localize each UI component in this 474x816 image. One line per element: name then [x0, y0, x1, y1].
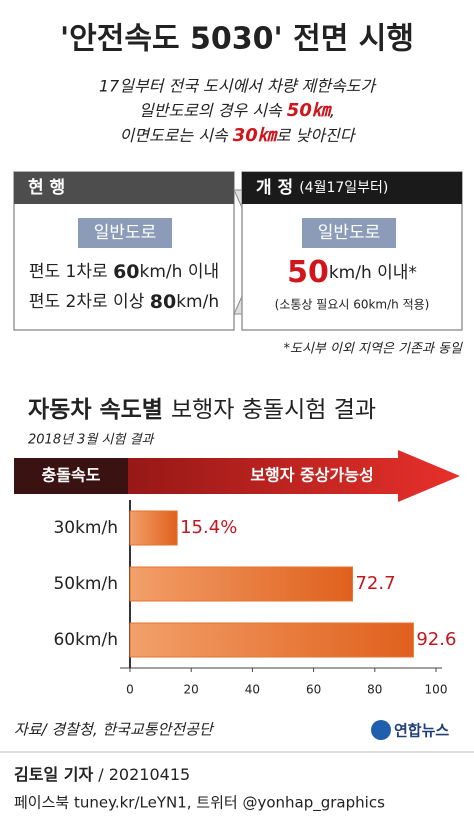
logo-mark	[371, 720, 391, 740]
reporter: 김토일 기자	[14, 765, 93, 784]
chart-title: 자동차 속도별 보행자 충돌시험 결과	[28, 397, 376, 423]
current-heading: 현 행	[28, 178, 65, 198]
intro-highlight: 30㎞	[233, 125, 279, 146]
chart-title-text: 보행자 충돌시험 결과	[171, 397, 376, 423]
x-tick-label: 0	[126, 683, 134, 697]
rule-text: 편도 1차로	[29, 262, 113, 282]
category-header: 충돌속도	[42, 466, 101, 485]
source: 자료/ 경찰청, 한국교통안전공단	[14, 721, 215, 739]
road-label: 일반도로	[94, 223, 157, 243]
rule: 편도 2차로 이상 80km/h	[29, 291, 219, 313]
chart-title-bold: 자동차 속도별	[28, 397, 163, 423]
category-header-bg	[14, 458, 128, 494]
y-tick-label: 60km/h	[53, 630, 118, 650]
revised-speed: 50	[287, 255, 329, 290]
current-header-bg	[14, 172, 234, 204]
intro-highlight: 50㎞	[287, 100, 333, 121]
intro-text: 일반도로의 경우 시속	[139, 101, 287, 120]
rule-speed: 80	[150, 291, 176, 313]
road-label-bg	[78, 218, 172, 248]
x-tick-label: 60	[306, 683, 321, 697]
bar	[129, 622, 414, 658]
sns: 페이스북 tuney.kr/LeYN1, 트위터 @yonhap_graphic…	[14, 794, 385, 813]
rule: 편도 1차로 60km/h 이내	[29, 261, 219, 283]
revised-header-bg	[242, 172, 462, 204]
byline: 김토일 기자 / 20210415	[14, 765, 190, 784]
value-header: 보행자 중상가능성	[250, 466, 373, 485]
intro-text: 이면도로는 시속	[120, 126, 233, 145]
intro-text: 로 낮아진다	[276, 126, 357, 145]
revised-exception: (소통상 필요시 60km/h 적용)	[275, 298, 430, 312]
x-tick-label: 80	[367, 683, 382, 697]
y-tick-label: 50km/h	[53, 574, 118, 594]
x-tick-label: 40	[245, 683, 260, 697]
title: '안전속도 5030' 전면 시행	[60, 22, 414, 57]
intro: 이면도로는 시속 30㎞로 낮아진다	[120, 125, 357, 146]
rule-text: km/h 이내	[140, 262, 220, 282]
road-label-bg	[302, 218, 396, 248]
note: *도시부 이외 지역은 기존과 동일	[283, 342, 463, 357]
road-label: 일반도로	[318, 223, 381, 243]
value-label: 92.6	[416, 629, 456, 650]
rule-speed: 60	[113, 261, 139, 283]
rule-text: km/h	[176, 292, 219, 312]
x-tick-label: 100	[425, 683, 448, 697]
value-label: 15.4%	[180, 517, 237, 538]
revised-limit-text: km/h 이내*	[329, 263, 417, 283]
revised-limit: 50km/h 이내*	[287, 255, 417, 290]
rule-text: 편도 2차로 이상	[29, 292, 150, 312]
value-label: 72.7	[355, 573, 395, 594]
bar	[129, 566, 353, 602]
bar	[129, 510, 178, 546]
revised-date: (4월17일부터)	[299, 180, 388, 196]
revised-heading-text: 개 정	[256, 178, 293, 198]
y-tick-label: 30km/h	[53, 518, 118, 538]
chart-subtitle: 2018년 3월 시험 결과	[28, 433, 155, 448]
logo: 연합뉴스	[394, 722, 449, 740]
date: / 20210415	[93, 765, 190, 784]
intro: 17일부터 전국 도시에서 차량 제한속도가	[99, 77, 378, 96]
x-tick-label: 20	[184, 683, 199, 697]
revised-heading: 개 정 (4월17일부터)	[256, 178, 388, 198]
intro: 일반도로의 경우 시속 50㎞,	[139, 100, 335, 121]
plot: 0 20 40 60 80 100 30km/h 15.4% 50km/h 72.7 60km/h 9…	[53, 500, 456, 697]
intro-text: ,	[330, 101, 335, 120]
